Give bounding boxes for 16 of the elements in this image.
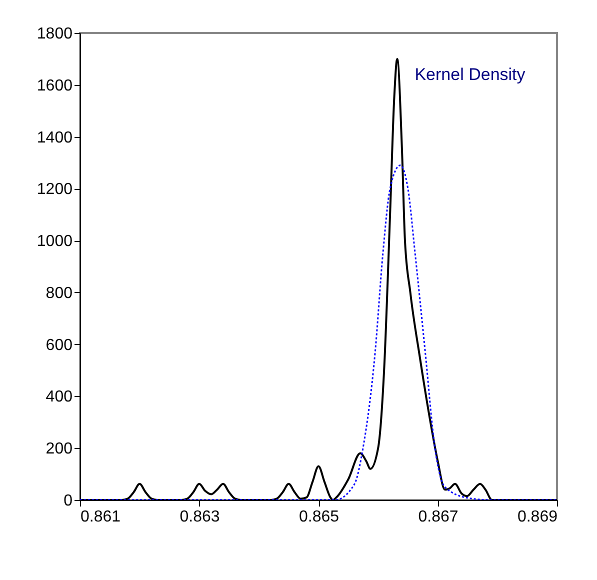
y-tick-label: 0 <box>64 492 73 510</box>
text: Kernel Density <box>414 65 526 84</box>
y-tick-label: 1800 <box>36 26 73 42</box>
y-tick-label: 1600 <box>36 77 73 94</box>
y-tick-label: 600 <box>46 336 73 354</box>
y-tick-label: 200 <box>46 440 73 458</box>
y-tick-label: 1200 <box>36 181 73 198</box>
y-tick-label: 1000 <box>36 233 73 250</box>
y-tick-label: 400 <box>46 388 73 406</box>
y-tick-label: 1400 <box>36 129 73 146</box>
x-tick-label: 0.861 <box>80 508 121 526</box>
x-tick-label: 0.869 <box>517 508 558 526</box>
y-tick-label: 800 <box>46 284 73 302</box>
x-tick-label: 0.863 <box>180 508 220 526</box>
x-tick-label: 0.867 <box>418 508 458 526</box>
x-tick-label: 0.865 <box>298 508 340 526</box>
